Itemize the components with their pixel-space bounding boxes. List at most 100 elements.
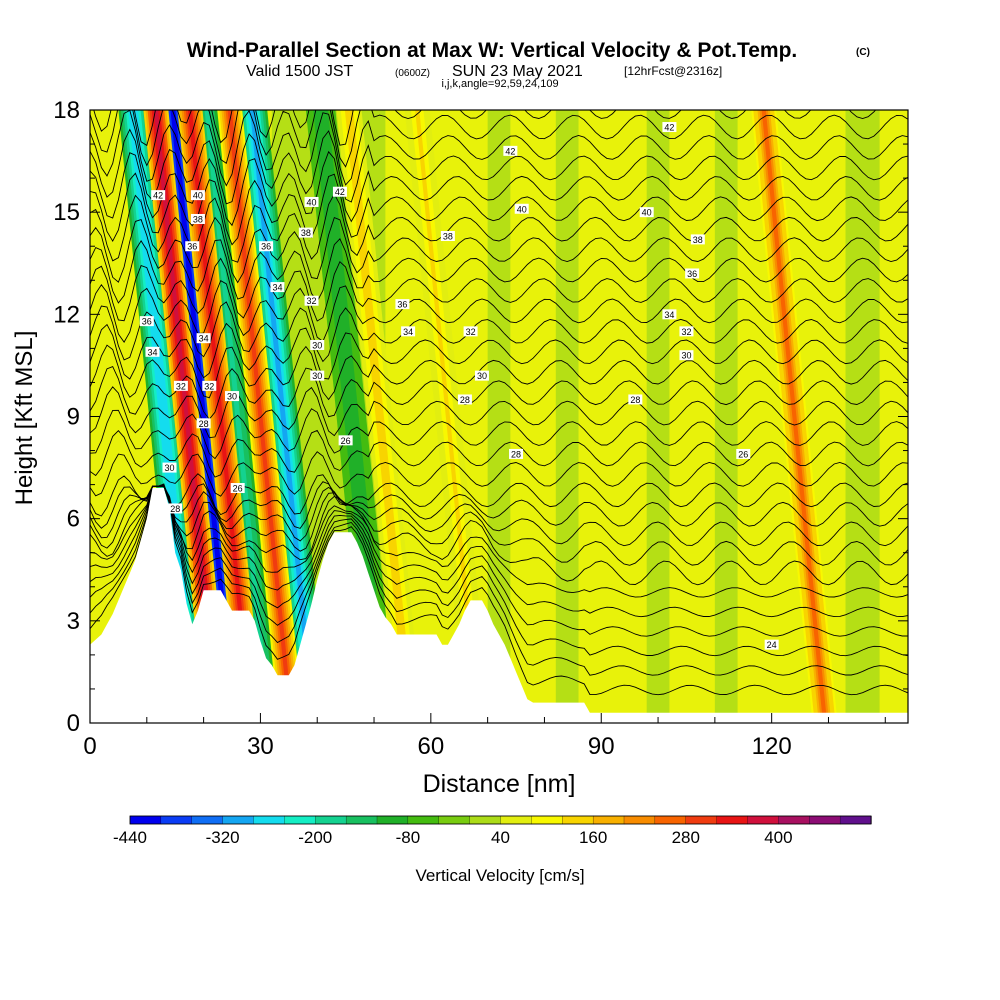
y-axis-label: Height [Kft MSL] bbox=[11, 331, 38, 506]
theta-label-box bbox=[628, 394, 643, 405]
updraft-5-band-5 bbox=[761, 110, 828, 723]
theta-label-36: 34 bbox=[662, 309, 677, 320]
theta-label-box bbox=[310, 370, 325, 381]
theta-label-32: 42 bbox=[662, 122, 677, 133]
theta-label-19: 30 bbox=[310, 339, 325, 350]
colorbar-swatch bbox=[253, 815, 286, 825]
colorbar-tick-label: -200 bbox=[298, 828, 332, 847]
weak-sink-belt-2 bbox=[487, 110, 511, 723]
y-tick-label: 15 bbox=[53, 199, 80, 226]
isentrope-17 bbox=[90, 322, 908, 380]
colorbar-swatch bbox=[531, 815, 563, 825]
theta-label-23: 36 bbox=[395, 299, 410, 310]
isentrope-19 bbox=[90, 280, 908, 343]
theta-label-box bbox=[173, 380, 188, 391]
y-tick-label: 0 bbox=[67, 710, 80, 737]
colorbar-swatch bbox=[376, 815, 409, 825]
downdraft-1-band-5 bbox=[170, 110, 237, 723]
theta-label-box bbox=[230, 483, 245, 494]
theta-label-box bbox=[690, 234, 705, 245]
x-axis: 0 30 60 90 120 bbox=[83, 713, 886, 760]
theta-label-box bbox=[662, 122, 677, 133]
colorbar-swatch bbox=[809, 815, 841, 825]
theta-label-box bbox=[679, 326, 694, 337]
isentrope-8 bbox=[90, 485, 908, 547]
theta-label-9: 28 bbox=[196, 418, 211, 429]
theta-label-20: 30 bbox=[310, 370, 325, 381]
isentrope-11 bbox=[90, 451, 908, 497]
theta-label-40: 26 bbox=[736, 448, 751, 459]
colorbar-swatch bbox=[222, 815, 255, 825]
y-tick-label: 12 bbox=[53, 301, 80, 328]
theta-label-text: 32 bbox=[307, 296, 317, 306]
theta-label-text: 32 bbox=[176, 381, 186, 391]
theta-label-box bbox=[196, 418, 211, 429]
colorbar-tick-label: 400 bbox=[764, 828, 792, 847]
isentrope-3 bbox=[90, 485, 908, 637]
colorbar-swatch bbox=[469, 815, 502, 825]
theta-label-box bbox=[401, 326, 416, 337]
downdraft-2-band-5 bbox=[204, 110, 271, 723]
theta-label-16: 40 bbox=[304, 196, 319, 207]
theta-label-box bbox=[679, 350, 694, 361]
isentrope-16 bbox=[90, 344, 908, 401]
colorbar-label: Vertical Velocity [cm/s] bbox=[415, 866, 584, 885]
theta-label-text: 30 bbox=[477, 371, 487, 381]
isentrope-6 bbox=[90, 485, 908, 586]
theta-label-text: 30 bbox=[312, 371, 322, 381]
colorbar-tick-label: -440 bbox=[113, 828, 147, 847]
theta-label-text: 26 bbox=[233, 484, 243, 494]
theta-label-text: 30 bbox=[312, 340, 322, 350]
theta-label-33: 40 bbox=[639, 207, 654, 218]
theta-labels: 42 40 38 36 36 34 34 32 32 28 30 30 28 26 36 34 40 38 32 30… bbox=[139, 122, 779, 650]
theta-label-35: 36 bbox=[685, 268, 700, 279]
theta-label-box bbox=[304, 295, 319, 306]
theta-label-text: 28 bbox=[199, 419, 209, 429]
theta-label-17: 38 bbox=[298, 227, 313, 238]
theta-label-box bbox=[685, 268, 700, 279]
theta-label-box bbox=[463, 326, 478, 337]
theta-label-38: 30 bbox=[679, 350, 694, 361]
theta-label-box bbox=[503, 145, 518, 156]
theta-label-text: 26 bbox=[341, 436, 351, 446]
isentrope-25 bbox=[90, 150, 908, 227]
isentrope-29 bbox=[93, 110, 877, 147]
theta-label-text: 38 bbox=[301, 228, 311, 238]
theta-contours bbox=[90, 110, 908, 696]
theta-label-4: 36 bbox=[139, 316, 154, 327]
isentrope-15 bbox=[90, 366, 908, 421]
isentrope-5 bbox=[90, 485, 908, 598]
theta-label-box bbox=[514, 203, 529, 214]
theta-label-text: 36 bbox=[142, 317, 152, 327]
theta-label-30: 40 bbox=[514, 203, 529, 214]
theta-label-box bbox=[270, 282, 285, 293]
theta-label-10: 30 bbox=[225, 391, 240, 402]
y-tick-label: 6 bbox=[67, 506, 80, 533]
theta-label-text: 36 bbox=[261, 242, 271, 252]
y-axis: 0 36 9 12 15 18 bbox=[53, 97, 908, 737]
isentrope-23 bbox=[90, 192, 908, 263]
theta-label-text: 32 bbox=[466, 327, 476, 337]
theta-label-box bbox=[259, 241, 274, 252]
y-tick-label: 18 bbox=[53, 97, 80, 124]
x-axis-label: Distance [nm] bbox=[423, 770, 576, 798]
weak-sink-belt-3 bbox=[555, 110, 579, 723]
colorbar-swatch bbox=[284, 815, 316, 825]
theta-label-text: 34 bbox=[199, 334, 209, 344]
x-tick-label: 0 bbox=[83, 733, 96, 760]
theta-label-text: 24 bbox=[767, 640, 777, 650]
theta-label-box bbox=[202, 380, 217, 391]
colorbar-tick-label: 40 bbox=[491, 828, 510, 847]
theta-label-22: 26 bbox=[338, 435, 353, 446]
theta-label-14: 36 bbox=[259, 241, 274, 252]
theta-label-8: 32 bbox=[202, 380, 217, 391]
theta-label-13: 26 bbox=[230, 483, 245, 494]
terrain bbox=[90, 488, 908, 723]
colorbar-swatch bbox=[438, 815, 471, 825]
y-tick-label: 9 bbox=[67, 404, 80, 431]
colorbar-frame bbox=[129, 815, 872, 825]
colorbar-tick-label: 280 bbox=[672, 828, 700, 847]
colorbar-swatch bbox=[315, 815, 347, 825]
plot-area: 42 40 38 36 36 34 34 32 32 28 30 30 28 26 36 34 40 38 32 30… bbox=[90, 110, 908, 723]
theta-label-box bbox=[145, 346, 160, 357]
